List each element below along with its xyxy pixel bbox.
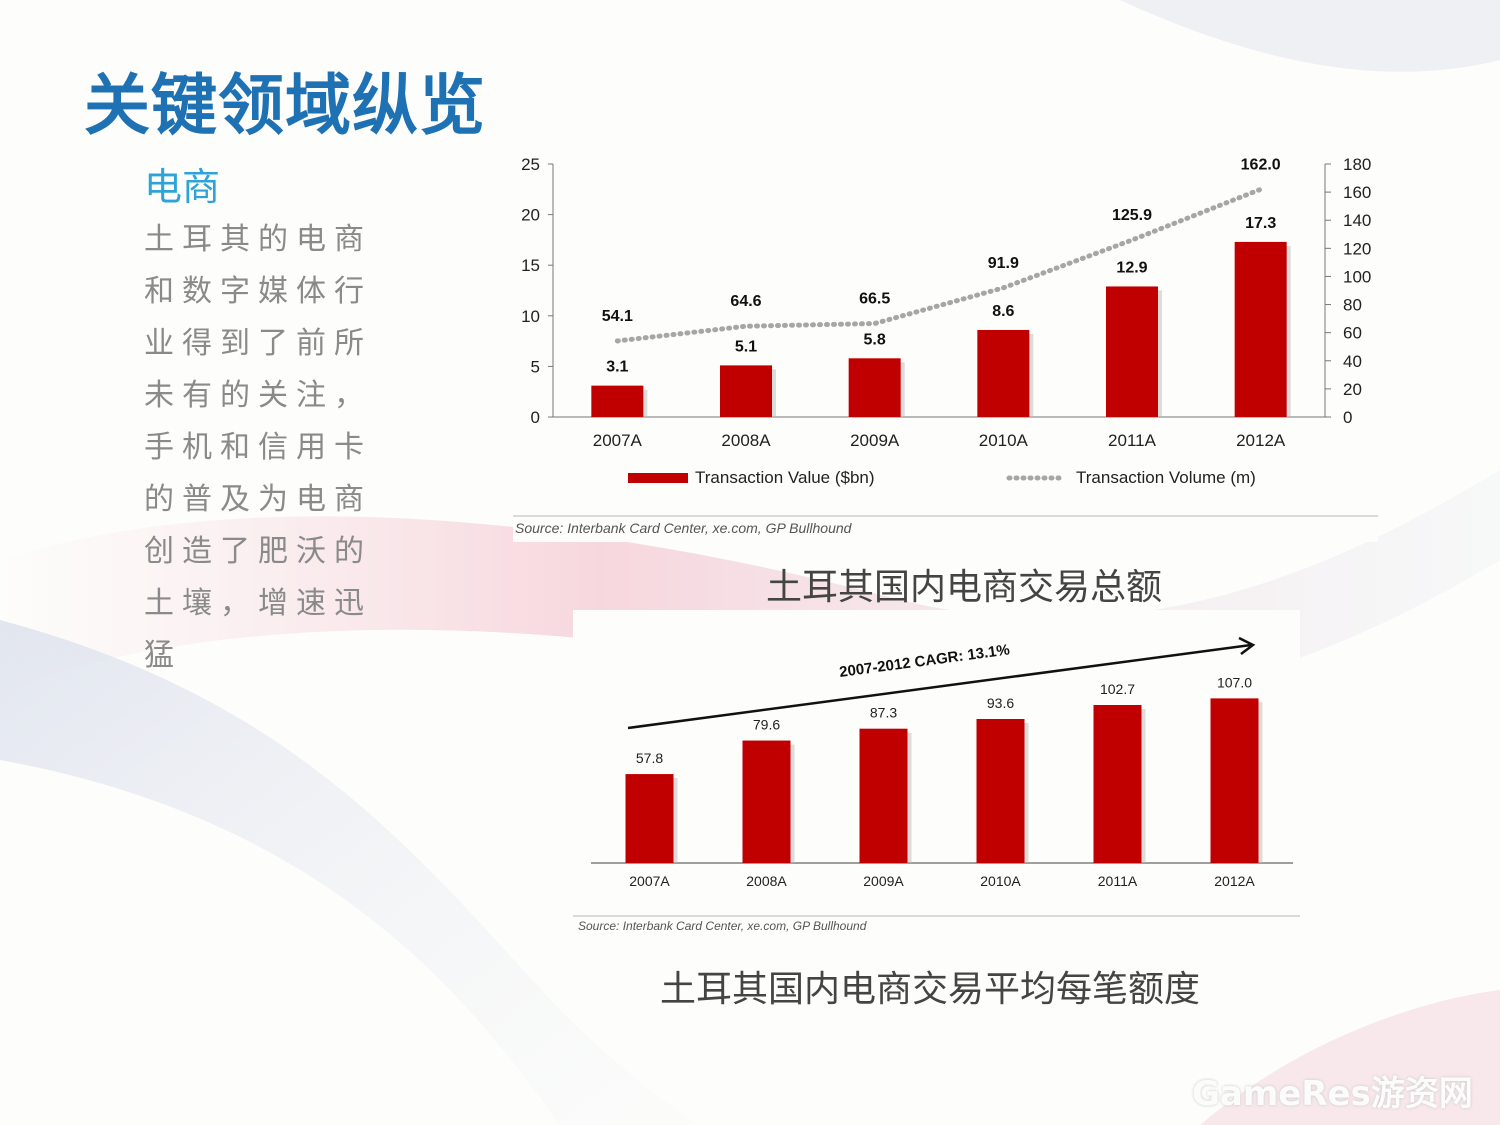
category-label: 2012A	[1236, 431, 1286, 450]
bar-data-label: 93.6	[987, 695, 1014, 711]
right-tick-label: 80	[1343, 296, 1362, 315]
value-bar	[1210, 698, 1259, 863]
volume-data-label: 66.5	[859, 291, 890, 308]
right-tick-label: 100	[1343, 267, 1371, 286]
bar-data-label: 5.1	[735, 338, 757, 355]
value-bar	[1234, 241, 1287, 417]
chart-1-caption: 土耳其国内电商交易总额	[766, 567, 1163, 608]
right-tick-label: 160	[1343, 183, 1371, 202]
value-bar	[591, 385, 644, 417]
right-tick-label: 40	[1343, 352, 1362, 371]
bar-data-label: 87.3	[870, 705, 897, 721]
chart-2-svg: 57.8 79.6 87.3 93.6 102.7 107.0 2007A 2008A 2009…	[573, 636, 1300, 933]
right-tick-label: 180	[1343, 155, 1371, 174]
left-tick-label: 5	[531, 357, 540, 376]
volume-data-label: 125.9	[1112, 207, 1152, 224]
left-tick-label: 20	[521, 206, 540, 225]
body-line: 土耳其的电商	[144, 222, 372, 257]
bar-data-label: 8.6	[992, 303, 1014, 320]
left-tick-label: 25	[521, 155, 540, 174]
bar-data-label: 79.6	[753, 717, 780, 733]
category-label: 2007A	[629, 873, 670, 889]
body-line: 猛	[144, 638, 182, 673]
value-bar	[848, 358, 901, 417]
value-bar	[977, 329, 1030, 417]
left-tick-label: 15	[521, 256, 540, 275]
chart-2-caption: 土耳其国内电商交易平均每笔额度	[660, 969, 1201, 1010]
right-tick-label: 60	[1343, 324, 1362, 343]
body-line: 未有的关注，	[144, 378, 372, 413]
body-line: 业得到了前所	[144, 326, 372, 361]
bar-data-label: 3.1	[606, 359, 628, 376]
watermark: GameRes游资网	[1192, 1074, 1473, 1114]
right-tick-label: 140	[1343, 211, 1371, 230]
body-line: 手机和信用卡	[144, 430, 372, 465]
body-text: 土耳其的电商 和数字媒体行 业得到了前所 未有的关注， 手机和信用卡 的普及为电…	[144, 214, 384, 682]
right-tick-label: 0	[1343, 408, 1352, 427]
source-note: Source: Interbank Card Center, xe.com, G…	[515, 520, 853, 536]
volume-data-label: 54.1	[602, 308, 633, 325]
value-bar	[742, 740, 791, 863]
category-label: 2008A	[746, 873, 787, 889]
volume-line	[614, 186, 1264, 344]
category-label: 2010A	[979, 431, 1029, 450]
transaction-total-chart: 0 5 10 15 20 25 0 20 40 60 80 100 120 140 160 180 3.1 5.1…	[513, 126, 1378, 542]
left-tick-label: 0	[531, 408, 540, 427]
volume-data-label: 91.9	[988, 255, 1019, 272]
volume-data-label: 64.6	[730, 293, 761, 310]
bar-data-label: 107.0	[1217, 674, 1252, 690]
bar-data-label: 57.8	[636, 750, 663, 766]
bar-data-label: 102.7	[1100, 681, 1135, 697]
bar-data-label: 5.8	[864, 331, 886, 348]
legend-bar-label: Transaction Value ($bn)	[695, 468, 875, 487]
value-bar	[976, 719, 1025, 863]
value-bar	[625, 774, 674, 863]
value-bar	[720, 365, 772, 417]
page-title: 关键领域纵览	[84, 67, 486, 144]
category-label: 2009A	[850, 431, 900, 450]
left-tick-label: 10	[521, 307, 540, 326]
cagr-arrow-head	[1238, 636, 1256, 655]
category-label: 2011A	[1108, 431, 1157, 450]
chart-1-svg: 0 5 10 15 20 25 0 20 40 60 80 100 120 140 160 180 3.1 5.1…	[513, 155, 1378, 536]
value-bar	[859, 728, 908, 863]
body-line: 的普及为电商	[144, 482, 372, 517]
bar-data-label: 12.9	[1116, 259, 1147, 276]
cagr-annotation: 2007-2012 CAGR: 13.1%	[838, 641, 1011, 681]
average-transaction-chart: 57.8 79.6 87.3 93.6 102.7 107.0 2007A 2008A 2009…	[573, 610, 1300, 938]
body-line: 和数字媒体行	[144, 274, 372, 309]
category-label: 2007A	[593, 431, 643, 450]
right-tick-label: 120	[1343, 239, 1371, 258]
category-label: 2011A	[1098, 873, 1138, 889]
value-bar	[1093, 705, 1142, 863]
category-label: 2010A	[980, 873, 1021, 889]
legend-line-label: Transaction Volume (m)	[1076, 468, 1256, 487]
body-line: 创造了肥沃的	[144, 534, 372, 569]
category-label: 2008A	[721, 431, 771, 450]
volume-data-label: 162.0	[1241, 156, 1281, 173]
bar-data-label: 17.3	[1245, 215, 1276, 232]
value-bar	[1106, 286, 1158, 417]
source-note: Source: Interbank Card Center, xe.com, G…	[578, 919, 867, 933]
legend-bar-swatch	[628, 473, 688, 483]
cagr-arrow-line	[627, 643, 1252, 730]
section-heading: 电商	[144, 165, 221, 209]
right-tick-label: 20	[1343, 380, 1362, 399]
body-line: 土壤，增速迅	[144, 586, 372, 621]
category-label: 2012A	[1214, 873, 1255, 889]
category-label: 2009A	[863, 873, 904, 889]
